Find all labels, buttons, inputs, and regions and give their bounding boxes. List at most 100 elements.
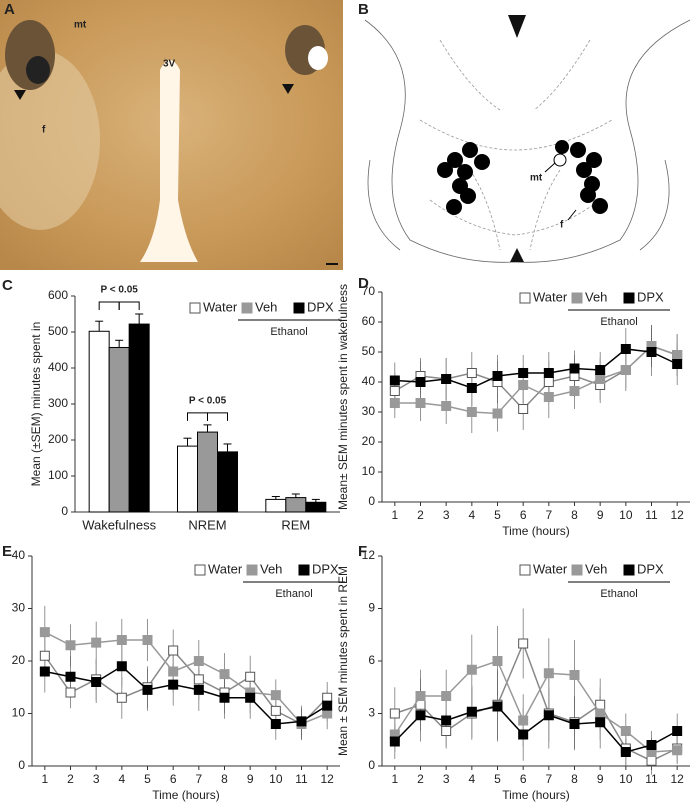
y-tick-label: 200: [48, 432, 68, 446]
x-axis-label: Time (hours): [152, 788, 220, 802]
y-tick-label: 3: [368, 706, 375, 720]
marker: [569, 386, 580, 396]
tissue-light: [0, 50, 100, 230]
panel-label: B: [358, 1, 369, 18]
sig-bracket: [118, 301, 140, 310]
marker: [389, 708, 400, 719]
x-tick-label: 11: [645, 508, 658, 522]
marker: [518, 729, 529, 740]
marker: [466, 407, 477, 417]
marker: [646, 347, 657, 357]
lesion-hole: [308, 46, 328, 70]
x-tick-label: REM: [281, 517, 310, 532]
x-axis-label: Time (hours): [502, 524, 570, 538]
marker: [168, 666, 179, 677]
series-line: [394, 660, 678, 753]
x-tick-label: 7: [195, 772, 202, 786]
y-tick-label: 100: [48, 468, 68, 482]
annotation: P < 0.05: [100, 285, 138, 296]
marker: [142, 684, 153, 695]
legend-swatch: [623, 292, 635, 304]
marker: [219, 692, 230, 703]
marker: [65, 687, 76, 698]
panel-label: E: [2, 543, 12, 560]
x-tick-label: 8: [571, 508, 578, 522]
outline: [510, 248, 524, 262]
dot-open: [553, 153, 567, 167]
y-tick-label: 0: [18, 758, 25, 772]
x-tick-label: 2: [417, 772, 424, 786]
x-tick-label: 9: [247, 772, 254, 786]
y-axis-label: Mean ± SEM minutes spent in REM: [336, 566, 350, 756]
marker: [569, 363, 580, 374]
marker: [441, 691, 452, 701]
legend-label: DPX: [312, 561, 339, 576]
marker: [415, 377, 426, 387]
y-tick-label: 0: [368, 494, 375, 508]
y-tick-label: 10: [362, 464, 376, 478]
x-tick-label: 10: [269, 772, 283, 786]
marker: [466, 383, 477, 393]
y-tick-label: 10: [12, 706, 26, 720]
x-tick-label: NREM: [188, 517, 226, 532]
y-tick-label: 6: [368, 653, 375, 667]
marker: [322, 700, 333, 711]
marker: [518, 404, 529, 414]
marker: [389, 386, 400, 396]
marker: [595, 365, 606, 375]
marker: [168, 679, 179, 690]
x-tick-label: 4: [468, 508, 475, 522]
legend-label: DPX: [637, 289, 664, 304]
x-tick-label: 3: [93, 772, 100, 786]
legend-swatch: [571, 292, 583, 304]
x-axis-label: Time (hours): [502, 788, 570, 802]
marker: [415, 691, 426, 701]
y-tick-label: 60: [362, 314, 376, 328]
x-tick-label: 12: [320, 772, 334, 786]
legend-label: Veh: [585, 561, 607, 576]
sig-bracket: [187, 412, 208, 421]
legend-group-label: Ethanol: [600, 588, 637, 600]
x-tick-label: 7: [545, 508, 552, 522]
marker: [142, 635, 153, 645]
marker: [39, 627, 50, 638]
legend-swatch: [571, 564, 583, 576]
marker: [219, 669, 230, 680]
arrow: [567, 209, 577, 221]
series-line: [394, 348, 678, 389]
series-line: [394, 641, 678, 762]
y-tick-label: 50: [362, 344, 376, 358]
y-axis-label: Mean (±SEM) minutes spent in: [29, 322, 43, 487]
marker: [466, 706, 477, 717]
x-tick-label: 1: [41, 772, 48, 786]
marker: [270, 690, 281, 701]
y-tick-label: 20: [12, 653, 26, 667]
bar: [197, 431, 218, 513]
y-tick-label: 0: [61, 504, 68, 518]
marker: [245, 671, 256, 682]
marker: [441, 401, 452, 411]
ventricle: [140, 60, 198, 262]
marker: [672, 350, 683, 360]
bar: [265, 498, 287, 513]
x-tick-label: 12: [670, 508, 684, 522]
y-tick-label: 30: [362, 404, 376, 418]
y-tick-label: 600: [48, 288, 68, 302]
marker: [595, 374, 606, 384]
bar: [217, 451, 238, 513]
marker: [620, 726, 631, 736]
marker: [389, 736, 400, 747]
legend-label: Veh: [260, 561, 282, 576]
y-tick-label: 300: [48, 396, 68, 410]
x-tick-label: 3: [443, 508, 450, 522]
legend-group-label: Ethanol: [600, 316, 637, 328]
image-label: mt: [530, 173, 543, 184]
x-tick-label: 2: [417, 508, 424, 522]
marker: [441, 374, 452, 384]
marker: [441, 726, 452, 736]
legend-swatch: [623, 564, 635, 576]
legend-swatch: [298, 564, 310, 576]
marker: [193, 674, 204, 685]
y-tick-label: 12: [362, 548, 376, 562]
panel-label: F: [358, 543, 367, 560]
